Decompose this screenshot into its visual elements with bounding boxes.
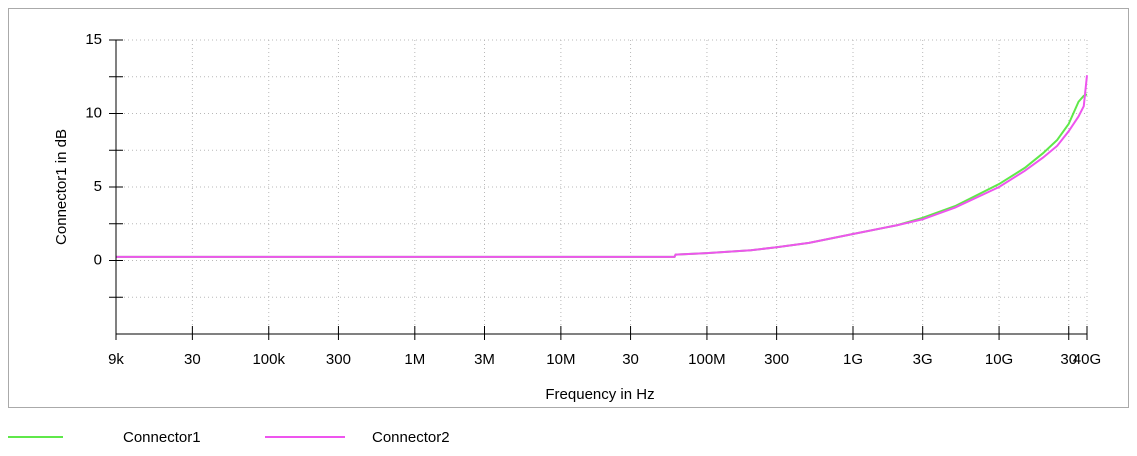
y-tick-label: 0 <box>94 251 102 268</box>
legend-label: Connector2 <box>372 429 450 446</box>
plot <box>116 75 1088 258</box>
grid <box>115 39 1088 334</box>
x-tick-label: 1M <box>404 351 425 368</box>
x-tick-label: 30 <box>622 351 639 368</box>
legend-label: Connector1 <box>123 429 201 446</box>
x-tick-label: 30 <box>1060 351 1077 368</box>
x-tick-label: 100k <box>252 351 285 368</box>
x-tick-label: 300 <box>326 351 351 368</box>
x-tick-label: 10M <box>546 351 575 368</box>
y-axis-label: Connector1 in dB <box>53 129 70 245</box>
x-tick-label: 100M <box>688 351 726 368</box>
x-tick-label: 40G <box>1073 351 1101 368</box>
x-tick-label: 10G <box>985 351 1013 368</box>
x-tick-label: 30 <box>184 351 201 368</box>
x-tick-label: 9k <box>108 351 124 368</box>
y-tick-label: 10 <box>85 104 102 121</box>
x-axis-label: Frequency in Hz <box>545 386 654 403</box>
legend: Connector1 Connector2 <box>8 429 450 446</box>
x-tick-label: 3G <box>913 351 933 368</box>
x-tick-label: 1G <box>843 351 863 368</box>
series-line <box>116 75 1088 258</box>
x-tick-label: 3M <box>474 351 495 368</box>
y-tick-label: 15 <box>85 31 102 48</box>
chart-frame <box>8 8 1129 408</box>
x-tick-label: 300 <box>764 351 789 368</box>
axes: 0 5 10 15 9k 30 100k 300 1M 3M 10M 30 100M 300 1G 3G 10G… <box>85 31 1101 368</box>
y-tick-label: 5 <box>94 178 102 195</box>
